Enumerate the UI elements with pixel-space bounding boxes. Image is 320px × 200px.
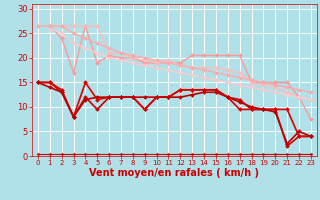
X-axis label: Vent moyen/en rafales ( km/h ): Vent moyen/en rafales ( km/h ) xyxy=(89,168,260,178)
